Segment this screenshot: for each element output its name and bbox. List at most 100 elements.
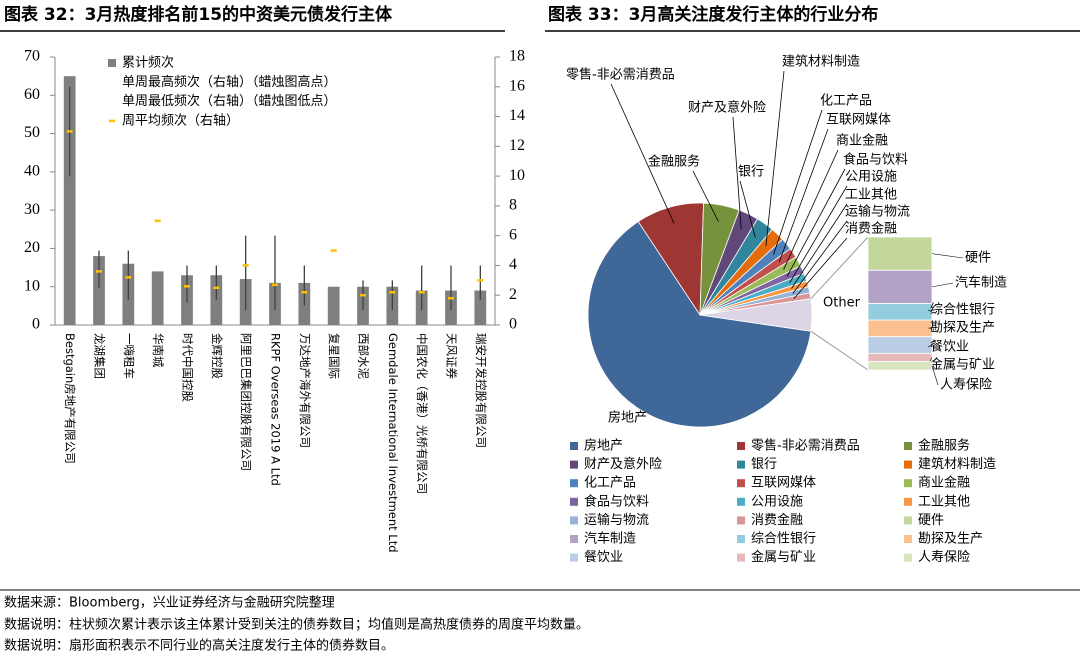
bar <box>210 275 223 325</box>
stack-segment <box>867 361 933 371</box>
leader-line <box>765 70 785 247</box>
y-tick-label: 0 <box>32 316 40 333</box>
leader-line <box>778 128 829 263</box>
leader-line <box>931 365 939 386</box>
legend-label: 单周最低频次（右轴）（蜡烛图低点） <box>122 93 337 109</box>
stack-segment <box>867 303 933 321</box>
legend-label: 工业其他 <box>918 494 970 509</box>
x-tick-label: 瑞安开发控股有限公司 <box>474 333 488 448</box>
y-tick-label: 20 <box>24 239 40 256</box>
x-tick-label: 金辉控股 <box>210 333 224 379</box>
y2-tick-label: 8 <box>509 197 517 214</box>
footnote: 数据来源：Bloomberg，兴业证券经济与金融研究院整理 <box>4 595 335 611</box>
legend-swatch <box>904 516 912 525</box>
left-title: 图表 32：3月热度排名前15的中资美元债发行主体 <box>4 4 393 25</box>
legend-label: 人寿保险 <box>918 550 970 565</box>
legend-swatch <box>904 553 912 562</box>
legend-label: 汽车制造 <box>584 531 636 547</box>
leader-line <box>931 253 964 259</box>
x-tick-label: 天风证券 <box>445 333 459 379</box>
right-title: 图表 33：3月高关注度发行主体的行业分布 <box>548 4 878 25</box>
y2-tick-label: 0 <box>509 316 517 333</box>
legend-swatch <box>904 479 912 488</box>
segment-label: 人寿保险 <box>940 378 992 393</box>
x-tick-label: 万达地产海外有限公司 <box>298 333 312 448</box>
legend-label: 单周最高频次（右轴）（蜡烛图高点） <box>122 74 337 90</box>
stack-segment <box>867 269 933 304</box>
legend-label: 勘探及生产 <box>918 532 983 547</box>
x-tick-label: 阿里巴巴集团控股有限公司 <box>239 333 253 471</box>
y2-tick-label: 4 <box>509 256 517 273</box>
x-tick-label: 时代中国控股 <box>181 333 195 402</box>
pie-slice <box>587 221 812 428</box>
slice-label: 财产及意外险 <box>688 100 766 116</box>
legend-label: 餐饮业 <box>584 549 623 565</box>
leader-line <box>786 168 846 277</box>
legend-swatch <box>737 442 745 450</box>
y-tick-label: 70 <box>24 48 40 65</box>
x-tick-label: 龙湖集团 <box>93 333 107 379</box>
connector <box>810 236 869 300</box>
legend-swatch <box>904 442 912 450</box>
y2-tick-label: 12 <box>509 137 525 154</box>
segment-label: 综合性银行 <box>930 303 995 318</box>
y2-tick-label: 14 <box>509 107 525 124</box>
legend-label: 金属与矿业 <box>751 549 816 565</box>
y2-tick-label: 2 <box>509 286 517 303</box>
legend-label: 互联网媒体 <box>751 476 816 491</box>
legend-swatch <box>570 442 578 450</box>
slice-label: 运输与物流 <box>845 204 910 220</box>
legend-swatch <box>570 460 578 469</box>
legend-swatch <box>570 535 578 543</box>
legend-label: 食品与饮料 <box>584 493 649 509</box>
y2-tick-label: 18 <box>509 48 525 65</box>
legend-label: 化工产品 <box>584 476 636 491</box>
legend-label: 硬件 <box>918 513 944 528</box>
legend-label: 房地产 <box>584 438 623 454</box>
slice-label: 商业金融 <box>836 133 888 149</box>
leader-line <box>789 185 848 284</box>
legend-label: 公用设施 <box>751 494 803 509</box>
y-tick-label: 30 <box>24 201 40 218</box>
segment-label: 勘探及生产 <box>930 321 995 336</box>
legend-swatch <box>108 59 116 67</box>
slice-label: 消费金融 <box>845 221 897 237</box>
legend-swatch <box>737 497 745 506</box>
segment-label: 硬件 <box>965 251 991 266</box>
x-tick-label: Gemdale International Investment Ltd <box>386 333 400 553</box>
segment-label: 汽车制造 <box>955 275 1007 291</box>
legend-label: 零售-非必需消费品 <box>751 438 860 454</box>
x-tick-label: RKPF Overseas 2019 A Ltd <box>269 333 283 486</box>
footnote: 数据说明：扇形面积表示不同行业的高关注度发行主体的债券数目。 <box>4 638 394 654</box>
leader-line <box>793 237 848 299</box>
stack-segment <box>867 319 933 338</box>
legend-swatch <box>904 535 912 543</box>
slice-label: 化工产品 <box>820 94 872 109</box>
y2-tick-label: 10 <box>509 167 525 184</box>
segment-label: 餐饮业 <box>930 339 969 355</box>
legend-label: 累计频次 <box>122 55 174 71</box>
slice-label: 工业其他 <box>845 188 897 203</box>
stack-segment <box>867 336 933 354</box>
slice-label: 银行 <box>738 165 764 180</box>
legend-label: 建筑材料制造 <box>918 456 996 472</box>
slice-label: 房地产 <box>608 410 647 426</box>
leader-line <box>732 116 742 230</box>
legend-swatch <box>737 516 745 525</box>
x-tick-label: Bestgain房地产有限公司 <box>63 333 77 464</box>
slice-label: 金融服务 <box>648 154 700 170</box>
stack-segment <box>867 352 933 363</box>
other-label: Other <box>823 296 861 311</box>
slice-label: 公用设施 <box>845 170 897 185</box>
x-tick-label: 一嗨租车 <box>122 333 136 379</box>
legend-label: 运输与物流 <box>584 512 649 528</box>
leader-line <box>739 180 756 238</box>
legend-swatch <box>737 553 745 562</box>
y2-tick-label: 16 <box>509 77 525 94</box>
leader-line <box>610 83 675 224</box>
leader-line <box>773 109 823 255</box>
pie-slice-other <box>699 298 813 332</box>
x-tick-label: 复星国际 <box>327 333 341 379</box>
leader-line <box>783 149 839 270</box>
